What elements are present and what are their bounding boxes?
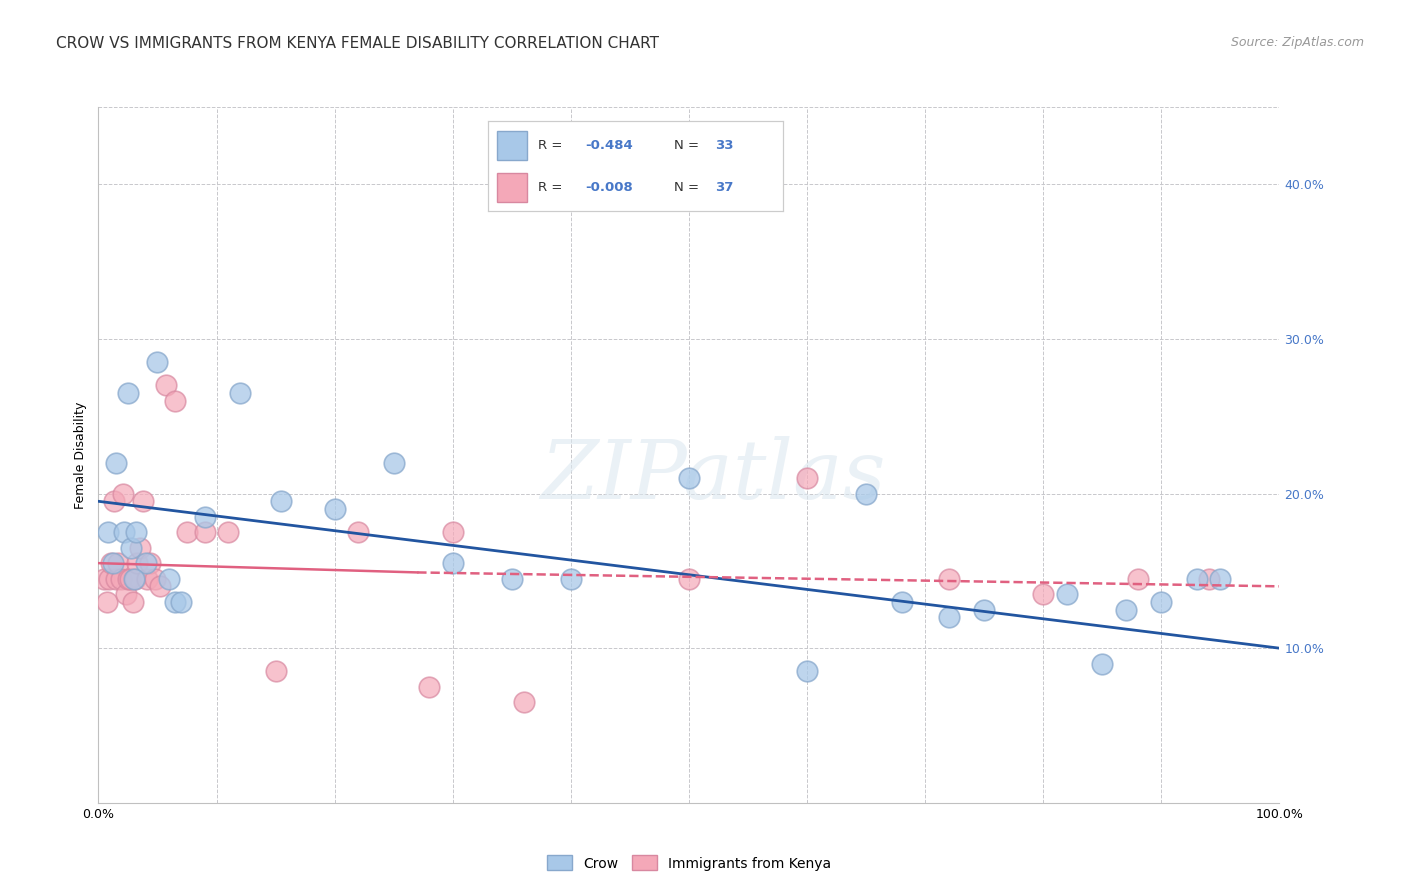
Point <box>1209 572 1232 586</box>
Point <box>96 595 118 609</box>
Point <box>501 572 523 586</box>
Point <box>120 572 142 586</box>
Point <box>217 525 239 540</box>
Point <box>1115 602 1137 616</box>
Point <box>441 556 464 570</box>
Point <box>107 556 129 570</box>
Text: CROW VS IMMIGRANTS FROM KENYA FEMALE DISABILITY CORRELATION CHART: CROW VS IMMIGRANTS FROM KENYA FEMALE DIS… <box>56 36 659 51</box>
Point <box>112 525 135 540</box>
Point <box>122 572 145 586</box>
Point <box>157 572 180 586</box>
Point <box>560 572 582 586</box>
Point <box>229 386 252 401</box>
Point <box>149 579 172 593</box>
Point <box>194 525 217 540</box>
Point <box>146 355 169 369</box>
Point <box>139 556 162 570</box>
Point <box>124 572 146 586</box>
Point <box>1091 657 1114 671</box>
Point <box>165 393 187 408</box>
Legend: Crow, Immigrants from Kenya: Crow, Immigrants from Kenya <box>541 850 837 876</box>
Point <box>114 587 136 601</box>
Point <box>103 494 125 508</box>
Point <box>101 556 124 570</box>
Point <box>105 456 128 470</box>
Point <box>127 556 149 570</box>
Point <box>270 494 292 508</box>
Point <box>323 502 346 516</box>
Point <box>796 665 818 679</box>
Point <box>1126 572 1149 586</box>
Point <box>1150 595 1173 609</box>
Point <box>512 695 534 709</box>
Point <box>100 556 122 570</box>
Point <box>93 572 115 586</box>
Point <box>112 486 135 500</box>
Point <box>170 595 193 609</box>
Point <box>938 572 960 586</box>
Point <box>135 572 157 586</box>
Point <box>132 494 155 508</box>
Point <box>110 572 132 586</box>
Point <box>441 525 464 540</box>
Point <box>1056 587 1078 601</box>
Point <box>1185 572 1208 586</box>
Point <box>382 456 405 470</box>
Point <box>97 525 120 540</box>
Point <box>1032 587 1054 601</box>
Point <box>796 471 818 485</box>
Point <box>194 509 217 524</box>
Y-axis label: Female Disability: Female Disability <box>75 401 87 508</box>
Point <box>165 595 187 609</box>
Point <box>121 541 143 555</box>
Point <box>890 595 912 609</box>
Text: ZIPatlas: ZIPatlas <box>540 436 886 516</box>
Point <box>418 680 440 694</box>
Point <box>117 572 139 586</box>
Point <box>143 572 166 586</box>
Point <box>117 386 139 401</box>
Point <box>264 665 287 679</box>
Point <box>128 541 150 555</box>
Point <box>678 572 700 586</box>
Point <box>1198 572 1220 586</box>
Point <box>155 378 177 392</box>
Point <box>135 556 157 570</box>
Point <box>938 610 960 624</box>
Point <box>125 525 148 540</box>
Point <box>347 525 370 540</box>
Point <box>98 572 121 586</box>
Text: Source: ZipAtlas.com: Source: ZipAtlas.com <box>1230 36 1364 49</box>
Point <box>121 595 143 609</box>
Point <box>105 572 128 586</box>
Point <box>678 471 700 485</box>
Point <box>855 486 877 500</box>
Point <box>176 525 198 540</box>
Point <box>973 602 995 616</box>
